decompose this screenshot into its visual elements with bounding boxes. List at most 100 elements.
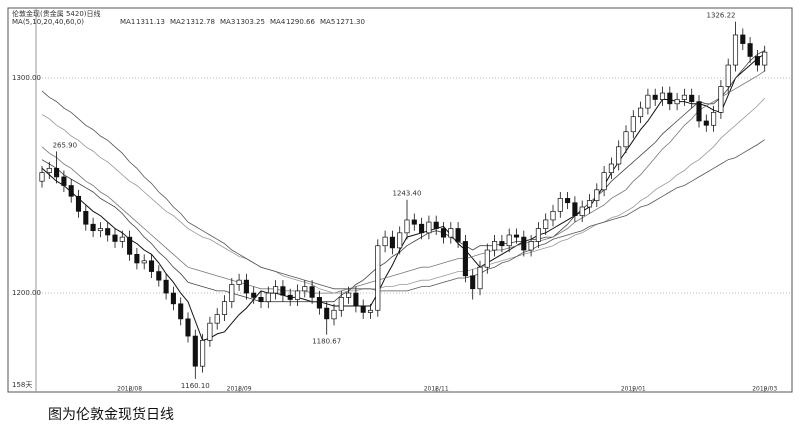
candle-body: [243, 279, 249, 294]
candle-body: [61, 176, 67, 186]
candle-body: [492, 241, 498, 251]
annotation: 1326.22: [707, 12, 736, 20]
candle-body: [616, 146, 622, 165]
y-tick-label: 1300.00: [12, 74, 41, 82]
candle-body: [484, 249, 490, 268]
candle-body: [718, 86, 724, 113]
candle-body: [46, 167, 52, 173]
candle-body: [389, 236, 395, 249]
candle-body: [659, 92, 666, 100]
candle-body: [681, 94, 687, 100]
caption: 图为伦敦金现货日线: [48, 407, 174, 423]
candle-body: [543, 219, 549, 229]
candle-body: [696, 101, 702, 122]
candle-body: [594, 189, 600, 201]
candle-body: [75, 195, 82, 212]
candle-body: [667, 92, 673, 105]
candle-body: [97, 228, 103, 232]
ma-line: [41, 53, 765, 342]
candle-body: [170, 292, 176, 305]
legend-value: 1311.13: [136, 18, 165, 26]
candle-body: [433, 221, 439, 229]
candle-body: [156, 271, 162, 281]
ma-line: [41, 97, 765, 294]
legend-name: MA1: [120, 18, 135, 26]
candle-body: [762, 51, 768, 66]
candle-body: [331, 309, 337, 320]
legend-value: 1271.30: [336, 18, 365, 26]
candle-body: [419, 223, 425, 234]
legend-name: MA5: [320, 18, 335, 26]
candle-body: [39, 172, 45, 182]
candle-body: [645, 94, 651, 109]
candle-body: [462, 241, 468, 277]
candle-body: [134, 253, 140, 264]
candle-body: [127, 236, 133, 255]
candle-body: [105, 228, 111, 236]
candle-body: [674, 99, 680, 105]
x-tick-label: 2019/01: [621, 386, 646, 393]
candle-body: [638, 107, 644, 118]
legend-value: 1303.25: [236, 18, 265, 26]
candle-body: [470, 275, 476, 290]
candle-body: [178, 303, 184, 320]
chart: 伦敦金现(贵金属 5420)日线 MA(5,10,20,40,60,0) 158…: [7, 7, 793, 393]
candle-body: [346, 292, 352, 298]
legend-name: MA3: [220, 18, 235, 26]
candle-body: [404, 219, 410, 234]
candle-body: [324, 307, 330, 320]
candle-body: [192, 335, 198, 367]
candle-body: [258, 297, 264, 303]
candle-body: [185, 318, 191, 337]
chart-frame: [7, 7, 793, 393]
legend-value: 1290.66: [286, 18, 315, 26]
candle-body: [375, 245, 381, 311]
candle-body: [397, 232, 403, 249]
candle-body: [448, 228, 454, 238]
chart-title: 伦敦金现(贵金属 5420)日线: [12, 9, 101, 18]
candle-body: [652, 94, 658, 100]
candle-body: [214, 314, 220, 324]
candle-body: [623, 131, 629, 148]
candle-body: [54, 167, 60, 178]
x-tick-label: 2018/09: [227, 386, 252, 393]
candle-body: [411, 219, 417, 225]
candle-body: [273, 286, 279, 294]
candle-body: [747, 43, 753, 57]
candle-body: [207, 322, 213, 341]
candle-body: [119, 236, 125, 242]
candle-body: [557, 198, 563, 212]
candle-body: [550, 210, 556, 221]
candle-body: [725, 64, 731, 87]
ma-line: [41, 50, 765, 303]
annotation: 265.90: [53, 141, 78, 149]
candle-body: [148, 260, 155, 272]
candle-body: [287, 294, 293, 300]
candle-body: [426, 221, 432, 234]
candle-body: [586, 200, 593, 208]
candle-body: [630, 116, 636, 133]
ma-line: [41, 70, 765, 294]
candle-body: [83, 210, 89, 225]
candle-body: [499, 241, 505, 247]
candle-body: [360, 305, 366, 313]
legend-value: 1312.78: [186, 18, 215, 26]
x-tick-label: 2018/11: [424, 386, 449, 393]
candle-body: [265, 292, 271, 303]
candle-body: [229, 284, 235, 303]
candle-body: [689, 94, 695, 102]
candle-body: [236, 279, 242, 285]
x-tick-label: 2019/03: [752, 386, 777, 393]
candle-body: [455, 228, 461, 242]
legend-name: MA4: [270, 18, 286, 26]
candle-body: [141, 260, 147, 264]
candle-body: [251, 292, 257, 298]
candle-body: [565, 198, 571, 204]
candle-body: [221, 301, 228, 315]
candle-body: [754, 56, 760, 66]
candle-body: [302, 286, 308, 292]
candle-body: [280, 286, 286, 296]
candle-body: [608, 163, 614, 173]
candle-body: [579, 206, 585, 216]
